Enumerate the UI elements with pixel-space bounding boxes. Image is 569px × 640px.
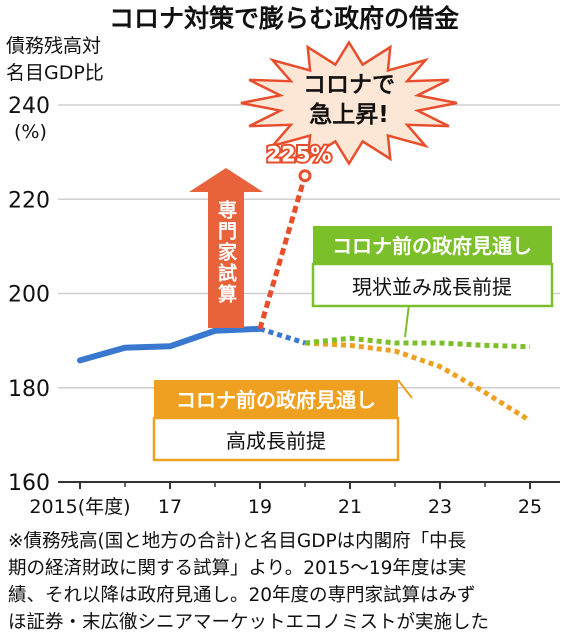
burst-line-2: 急上昇! — [309, 101, 389, 128]
x-tick-label: 25 — [518, 496, 542, 518]
burst-callout: コロナで 急上昇! — [240, 40, 458, 166]
series-layer — [77, 174, 532, 423]
green-callout-sub: 現状並み成長前提 — [352, 275, 512, 299]
x-tick-label: 2015(年度) — [29, 496, 130, 518]
x-tick-label: 21 — [338, 496, 362, 518]
y-tick-label: 160 — [8, 471, 50, 496]
series-line-forecast_common — [259, 326, 306, 346]
expert-value-label: 225% — [267, 143, 332, 167]
y-label-line-2: 名目GDP比 — [6, 62, 104, 84]
x-tick-label: 17 — [158, 496, 182, 518]
burst-line-1: コロナで — [303, 72, 395, 98]
x-tick-label: 23 — [428, 496, 452, 518]
y-unit-label: (%) — [14, 121, 47, 143]
orange-callout: コロナ前の政府見通し 高成長前提 — [152, 379, 413, 462]
y-tick-label: 180 — [8, 377, 50, 402]
series-line-actual — [77, 325, 263, 364]
markers-layer — [298, 169, 312, 183]
green-callout-header: コロナ前の政府見通し — [332, 234, 532, 258]
expert-arrow-label: 専門家試算 — [215, 200, 237, 305]
series-line-high_growth — [304, 340, 532, 423]
orange-callout-header: コロナ前の政府見通し — [176, 388, 376, 412]
footnote-line: ほ証券・末広徹シニアマーケットエコノミストが実施した — [8, 612, 490, 633]
series-line-baseline — [304, 335, 531, 350]
y-label-line-1: 債務残高対 — [6, 35, 101, 57]
series-line-expert — [257, 174, 308, 330]
chart-title: コロナ対策で膨らむ政府の借金 — [109, 4, 460, 33]
expert-arrow: 専門家試算 — [189, 168, 263, 328]
footnote: ※債務残高(国と地方の合計)と名目GDPは内閣府「中長 期の経済財政に関する試算… — [8, 528, 564, 636]
expert-point — [298, 169, 312, 183]
y-tick-label: 200 — [8, 283, 50, 308]
y-tick-label: 240 — [8, 94, 50, 119]
footnote-line: 期の経済財政に関する試算」より。2015～19年度は実 — [8, 558, 467, 579]
y-tick-label: 220 — [8, 188, 50, 213]
orange-callout-sub: 高成長前提 — [226, 429, 326, 453]
footnote-line: 績、それ以降は政府見通し。20年度の専門家試算はみず — [8, 585, 476, 606]
x-ticks: 2015(年度) 17 19 21 23 25 — [29, 482, 542, 518]
x-tick-label: 19 — [248, 496, 272, 518]
green-callout: コロナ前の政府見通し 現状並み成長前提 — [311, 226, 554, 338]
y-ticks: 160 180 200 220 240 — [8, 94, 50, 496]
burst-shape — [240, 40, 458, 166]
footnote-line: ※債務残高(国と地方の合計)と名目GDPは内閣府「中長 — [8, 531, 467, 552]
